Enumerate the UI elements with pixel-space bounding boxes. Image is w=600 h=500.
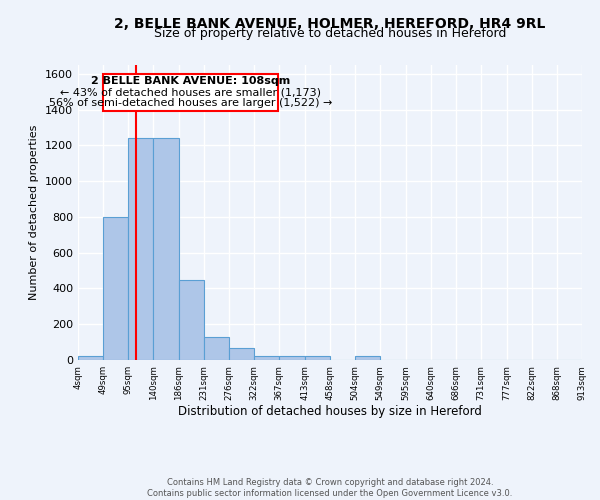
Bar (254, 356, 279, 360)
Bar (355, 356, 380, 360)
Bar (305, 356, 330, 360)
Bar (204, 337, 229, 360)
Bar (279, 356, 305, 360)
Bar (78, 356, 103, 360)
Bar (103, 217, 128, 360)
Bar (154, 138, 179, 360)
Bar (229, 348, 254, 360)
Text: Size of property relative to detached houses in Hereford: Size of property relative to detached ho… (154, 28, 506, 40)
Text: 2, BELLE BANK AVENUE, HOLMER, HEREFORD, HR4 9RL: 2, BELLE BANK AVENUE, HOLMER, HEREFORD, … (115, 18, 545, 32)
Text: ← 43% of detached houses are smaller (1,173): ← 43% of detached houses are smaller (1,… (60, 88, 321, 98)
Text: Contains HM Land Registry data © Crown copyright and database right 2024.
Contai: Contains HM Land Registry data © Crown c… (148, 478, 512, 498)
X-axis label: Distribution of detached houses by size in Hereford: Distribution of detached houses by size … (178, 406, 482, 418)
Y-axis label: Number of detached properties: Number of detached properties (29, 125, 40, 300)
FancyBboxPatch shape (103, 74, 278, 110)
Bar (179, 280, 204, 360)
Text: 2 BELLE BANK AVENUE: 108sqm: 2 BELLE BANK AVENUE: 108sqm (91, 76, 290, 86)
Text: 56% of semi-detached houses are larger (1,522) →: 56% of semi-detached houses are larger (… (49, 98, 332, 108)
Bar (128, 138, 154, 360)
